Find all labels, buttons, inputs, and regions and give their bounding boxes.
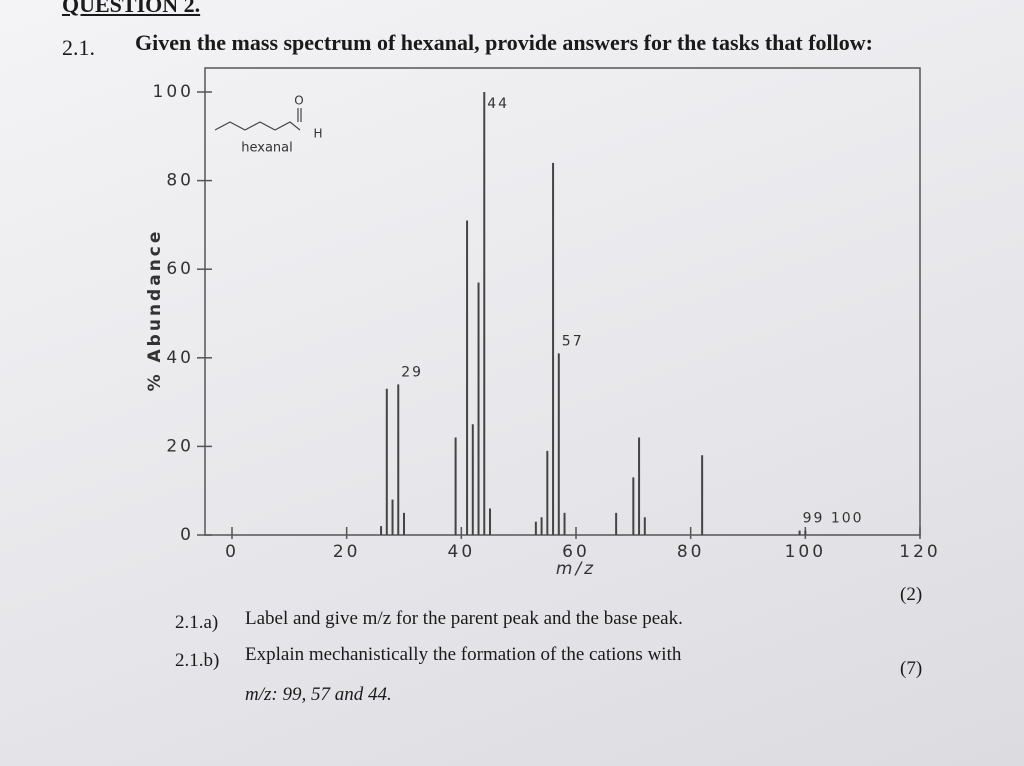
task-number: 2.1.a)	[175, 612, 219, 633]
y-tick-label: 60	[166, 259, 194, 279]
y-tick-label: 0	[180, 525, 194, 545]
task-marks: (7)	[900, 658, 923, 679]
y-tick-label: 40	[166, 348, 194, 368]
x-tick-label: 120	[899, 542, 940, 562]
y-tick-label: 80	[166, 171, 194, 191]
plot-frame	[204, 67, 921, 536]
peak-label: 57	[562, 333, 584, 349]
task-text: m/z: 99, 57 and 44.	[245, 684, 392, 705]
x-tick-label: 80	[677, 542, 705, 562]
y-axis-label: % Abundance	[145, 229, 165, 392]
structure-atom: H	[313, 127, 322, 141]
x-axis-label: m/z	[556, 559, 596, 579]
x-tick-label: 20	[333, 542, 361, 562]
item-number: 2.1.	[62, 35, 95, 60]
question-heading: QUESTION 2.	[62, 0, 201, 17]
task-number: 2.1.b)	[175, 650, 220, 671]
task-text: Explain mechanistically the formation of…	[245, 644, 682, 665]
task-marks: (2)	[900, 584, 923, 605]
mass-spectrum: 0 20 40 60 80 100 0 20 40 60 80 100 120 m/z % Abundanc…	[145, 67, 940, 579]
peak-label: 29	[401, 364, 423, 380]
task-text: Label and give m/z for the parent peak a…	[245, 608, 683, 629]
structure-atom: O	[294, 94, 303, 108]
structure-name: hexanal	[241, 141, 293, 156]
item-text: Given the mass spectrum of hexanal, prov…	[135, 30, 873, 55]
x-tick-label: 100	[785, 542, 826, 562]
peak-label: 99 100	[803, 511, 864, 527]
peak-label: 44	[487, 96, 509, 112]
structure	[214, 121, 301, 131]
x-tick-label: 0	[225, 542, 239, 562]
y-tick-label: 100	[153, 82, 194, 102]
y-tick-label: 20	[166, 436, 194, 456]
x-tick-label: 60	[562, 542, 590, 562]
x-tick-label: 40	[448, 542, 476, 562]
